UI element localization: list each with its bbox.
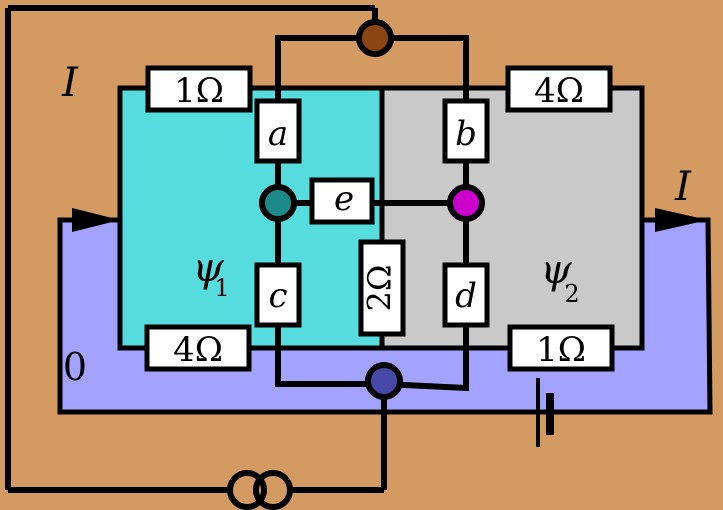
left-junction-node <box>259 184 297 222</box>
psi2-label: ψ <box>540 247 572 293</box>
current-arrow-right-icon <box>655 208 708 232</box>
element-c-box <box>254 262 302 328</box>
psi1-label: ψ <box>192 245 224 291</box>
resistor-bottom-right-box <box>507 324 615 372</box>
bottom-node <box>365 362 403 400</box>
element-d-label: d <box>455 276 477 316</box>
current-source-icon <box>227 470 293 510</box>
battery-icon <box>536 378 554 447</box>
right-junction-node <box>447 184 485 222</box>
resistor-center-label: 2Ω <box>361 265 399 312</box>
resistor-top-right-box <box>505 65 613 113</box>
element-c-label: c <box>268 276 287 316</box>
element-a-box <box>254 98 302 164</box>
top-node <box>356 19 394 57</box>
right-region <box>379 85 645 351</box>
element-b-box <box>442 98 490 164</box>
resistor-top-left-label: 1Ω <box>174 71 224 111</box>
element-b-label: b <box>455 114 477 154</box>
current-label-left: I <box>61 60 79 106</box>
psi2-subscript: 2 <box>564 280 579 308</box>
resistor-bottom-left-label: 4Ω <box>173 330 223 370</box>
element-a-label: a <box>268 114 288 154</box>
resistor-bottom-left-box <box>144 324 252 372</box>
resistor-bottom-right-label: 1Ω <box>536 330 586 370</box>
current-arrow-left-icon <box>72 208 120 232</box>
zero-label: 0 <box>63 345 87 389</box>
resistor-center-box <box>358 239 406 337</box>
current-label-right: I <box>674 164 692 210</box>
element-e-label: e <box>334 179 354 219</box>
psi1-subscript: 1 <box>214 274 229 302</box>
element-e-box <box>309 177 375 225</box>
resistor-top-right-label: 4Ω <box>534 71 584 111</box>
element-d-box <box>442 262 490 328</box>
resistor-top-left-box <box>145 65 253 113</box>
